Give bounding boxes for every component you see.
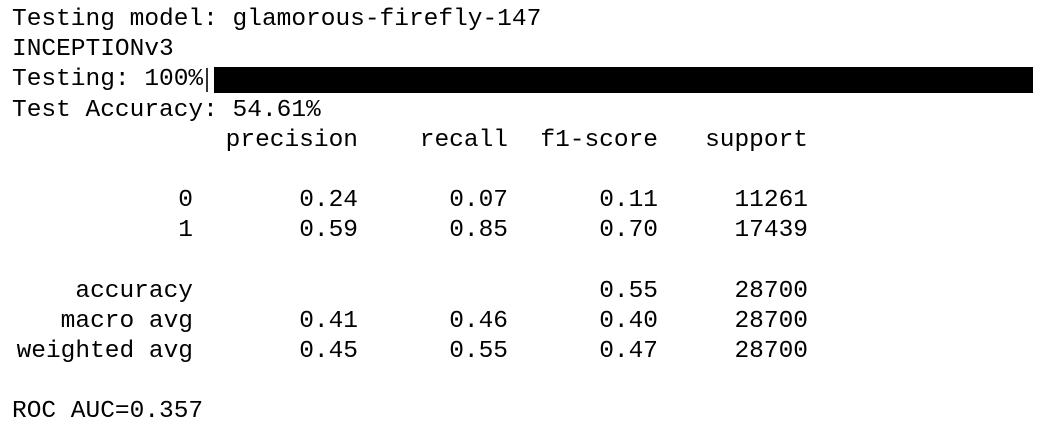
blank-line [12,247,1037,277]
model-line: Testing model: glamorous-firefly-147 [12,6,542,33]
f1-cell: 0.11 [599,187,658,215]
precision-cell: 0.59 [299,217,358,245]
support-cell: 28700 [734,307,808,335]
table-row: macro avg 0.41 0.46 0.40 28700 [12,307,1037,337]
progress-separator [206,68,208,93]
classification-report: precision recall f1-score support 0 0.24… [12,126,1037,428]
f1-cell: 0.40 [599,307,658,335]
row-label: macro avg [60,307,193,335]
precision-cell: 0.45 [299,338,358,366]
progress-label: Testing: 100% [12,66,204,94]
blank-line [12,367,1037,397]
row-label: accuracy [75,277,193,305]
report-header-row: precision recall f1-score support [12,126,1037,156]
recall-cell: 0.85 [449,217,508,245]
f1-cell: 0.55 [599,277,658,305]
table-row: 1 0.59 0.85 0.70 17439 [12,216,1037,246]
table-row: accuracy 0.55 28700 [12,277,1037,307]
progress-line: Testing: 100% [12,65,1037,95]
test-accuracy-line: Test Accuracy: 54.61% [12,96,321,124]
row-label: weighted avg [16,338,193,366]
column-header-precision: precision [225,126,358,154]
support-cell: 11261 [734,187,808,215]
support-cell: 17439 [734,217,808,245]
column-header-recall: recall [419,126,508,154]
recall-cell: 0.55 [449,338,508,366]
terminal-output: Testing model: glamorous-firefly-147 INC… [12,5,1037,428]
recall-cell: 0.07 [449,187,508,215]
recall-cell: 0.46 [449,307,508,335]
support-cell: 28700 [734,338,808,366]
column-header-support: support [705,126,808,154]
row-label: 1 [178,217,193,245]
f1-cell: 0.70 [599,217,658,245]
precision-cell: 0.24 [299,187,358,215]
progress-fill [213,67,1033,94]
architecture-line: INCEPTIONv3 [12,36,174,64]
column-header-f1: f1-score [540,126,658,154]
progress-bar [213,67,1033,94]
blank-line [12,156,1037,186]
f1-cell: 0.47 [599,338,658,366]
roc-auc-line: ROC AUC=0.357 [12,398,204,426]
table-row: 0 0.24 0.07 0.11 11261 [12,186,1037,216]
support-cell: 28700 [734,277,808,305]
row-label: 0 [178,187,193,215]
table-row: weighted avg 0.45 0.55 0.47 28700 [12,337,1037,367]
precision-cell: 0.41 [299,307,358,335]
